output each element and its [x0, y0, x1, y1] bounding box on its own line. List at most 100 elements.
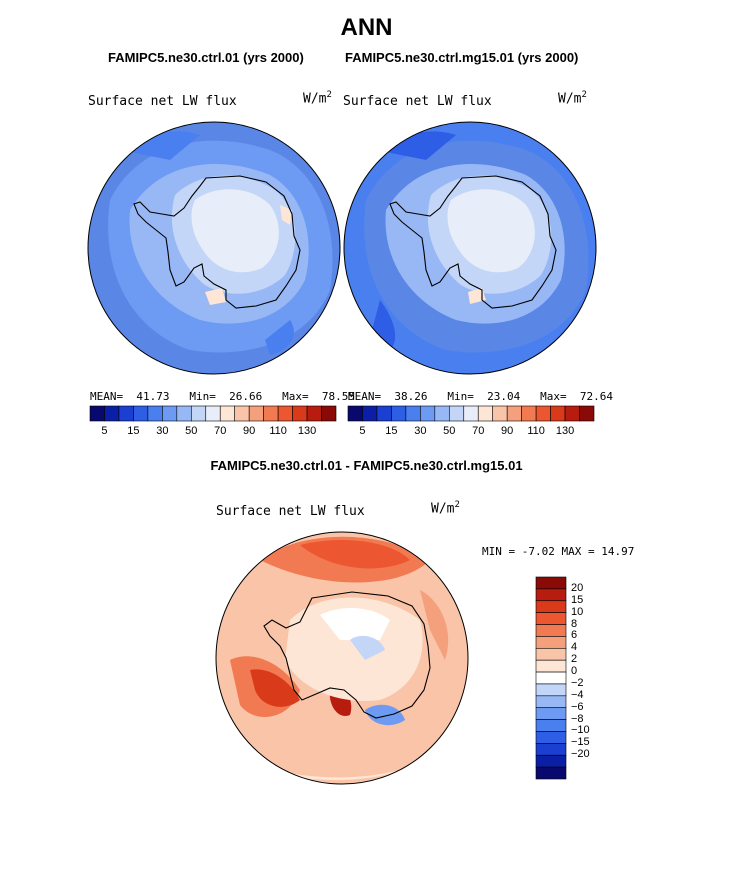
colorbar-diff-swatch	[535, 731, 567, 744]
colorbar-left-tick-label: 5	[101, 425, 108, 437]
map-border-left	[87, 121, 341, 375]
units-label-right: W/m2	[558, 90, 587, 107]
variable-label-left: Surface net LW flux	[88, 94, 237, 109]
colorbar-left	[89, 405, 337, 422]
colorbar-left-tick-label: 30	[156, 425, 169, 437]
colorbar-left-swatch	[190, 405, 207, 422]
case-title-left: FAMIPC5.ne30.ctrl.01 (yrs 2000)	[108, 50, 304, 65]
colorbar-diff-swatch	[535, 754, 567, 768]
map-test	[344, 122, 596, 374]
colorbar-diff-swatch	[535, 636, 567, 649]
map-control	[88, 122, 340, 374]
colorbar-diff-tick-label: −4	[571, 688, 584, 701]
stats-right: MEAN= 38.26 Min= 23.04 Max= 72.64	[348, 390, 613, 403]
colorbar-left-swatch	[321, 405, 337, 422]
variable-label-diff: Surface net LW flux	[216, 504, 365, 519]
colorbar-diff-tick-label: −20	[571, 748, 590, 761]
coastline-right	[389, 175, 557, 309]
colorbar-right-tick-label: 50	[443, 425, 456, 437]
colorbar-left-swatch	[104, 405, 120, 422]
colorbar-right-swatch	[550, 405, 566, 422]
colorbar-left-tick-label: 70	[214, 425, 227, 437]
colorbar-right-swatch	[463, 405, 479, 422]
colorbar-diff-swatch	[535, 766, 567, 780]
colorbar-diff-swatch	[535, 659, 567, 673]
colorbar-left-swatch	[205, 405, 221, 422]
colorbar-right-swatch	[564, 405, 580, 422]
colorbar-left-tick-label: 110	[269, 425, 287, 437]
case-title-right: FAMIPC5.ne30.ctrl.mg15.01 (yrs 2000)	[345, 50, 579, 65]
colorbar-left-swatch	[234, 405, 250, 422]
colorbar-right-tick-label: 5	[359, 425, 366, 437]
colorbar-right-tick-label: 130	[555, 425, 575, 437]
colorbar-left-swatch	[292, 405, 308, 422]
colorbar-left-swatch	[162, 405, 178, 422]
colorbar-diff-tick-label: 15	[571, 593, 584, 606]
colorbar-diff-tick-label: −8	[571, 712, 584, 725]
colorbar-diff-tick-label: −2	[571, 676, 584, 689]
colorbar-left-tick-label: 50	[185, 425, 198, 437]
colorbar-right-swatch	[405, 405, 421, 422]
colorbar-right-tick-label: 30	[414, 425, 427, 437]
colorbar-right-swatch	[448, 405, 465, 422]
colorbar-diff-tick-label: 8	[571, 617, 578, 630]
colorbar-right-tick-label: 110	[527, 425, 545, 437]
colorbar-diff-swatch	[535, 671, 567, 685]
colorbar-diff-tick-label: 6	[571, 629, 578, 642]
colorbar-diff-tick-label: −15	[571, 736, 590, 749]
colorbar-diff	[535, 576, 567, 780]
diff-minmax: MIN = -7.02 MAX = 14.97	[482, 545, 635, 558]
colorbar-diff-tick-label: 0	[571, 665, 578, 678]
colorbar-right-swatch	[420, 405, 436, 422]
colorbar-diff-swatch	[535, 719, 567, 732]
colorbar-right-tick-label: 70	[472, 425, 485, 437]
colorbar-right-swatch	[477, 405, 494, 422]
colorbar-left-swatch	[89, 405, 105, 422]
colorbar-diff-tick-label: 2	[571, 653, 578, 666]
colorbar-left-swatch	[277, 405, 293, 422]
colorbar-right	[347, 405, 595, 422]
colorbar-diff-tick-label: 4	[571, 641, 578, 654]
colorbar-right-swatch	[434, 405, 450, 422]
colorbar-right-tick-label: 15	[385, 425, 398, 437]
colorbar-right-swatch	[347, 405, 363, 422]
coastline-left	[133, 175, 301, 309]
colorbar-left-tick-label: 130	[297, 425, 317, 437]
colorbar-diff-swatch	[535, 624, 567, 637]
variable-label-right: Surface net LW flux	[343, 94, 492, 109]
colorbar-diff-swatch	[535, 576, 567, 590]
map-border-diff	[215, 531, 469, 785]
difference-title: FAMIPC5.ne30.ctrl.01 - FAMIPC5.ne30.ctrl…	[210, 458, 523, 473]
colorbar-diff-swatch	[535, 683, 567, 697]
colorbar-left-swatch	[306, 405, 322, 422]
colorbar-diff-tick-label: −10	[571, 724, 590, 737]
colorbar-right-swatch	[535, 405, 551, 422]
colorbar-diff-swatch	[535, 695, 567, 709]
colorbar-left-swatch	[219, 405, 236, 422]
colorbar-diff-swatch	[535, 588, 567, 602]
colorbar-diff-tick-label: −6	[571, 700, 584, 713]
colorbar-diff-swatch	[535, 647, 567, 661]
colorbar-diff-swatch	[535, 612, 567, 625]
colorbar-right-tick-label: 90	[501, 425, 514, 437]
colorbar-diff-tick-label: 10	[571, 605, 584, 618]
page-title: ANN	[340, 14, 393, 41]
colorbar-right-swatch	[376, 405, 392, 422]
colorbar-diff-swatch	[535, 707, 567, 720]
units-label-diff: W/m2	[431, 500, 460, 517]
colorbar-left-swatch	[263, 405, 279, 422]
colorbar-left-tick-label: 15	[127, 425, 140, 437]
colorbar-right-swatch	[579, 405, 595, 422]
colorbar-right-swatch	[391, 405, 407, 422]
coastline-diff	[263, 591, 431, 719]
colorbar-left-swatch	[118, 405, 134, 422]
map-border-right	[343, 121, 597, 375]
colorbar-diff-swatch	[535, 600, 567, 613]
colorbar-right-swatch	[492, 405, 508, 422]
colorbar-diff-tick-label: 20	[571, 581, 584, 594]
colorbar-left-swatch	[133, 405, 149, 422]
stats-left: MEAN= 41.73 Min= 26.66 Max= 78.55	[90, 390, 355, 403]
colorbar-left-swatch	[147, 405, 163, 422]
colorbar-left-swatch	[176, 405, 192, 422]
